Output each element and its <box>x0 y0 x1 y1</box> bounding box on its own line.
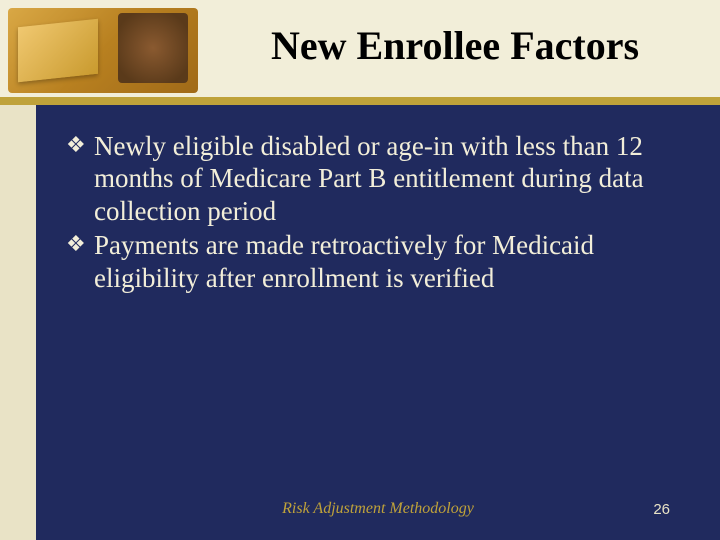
bullet-text: Newly eligible disabled or age-in with l… <box>94 130 686 227</box>
bullet-item: ❖ Newly eligible disabled or age-in with… <box>66 130 686 227</box>
diamond-icon: ❖ <box>66 130 94 158</box>
footer-text: Risk Adjustment Methodology <box>36 500 720 518</box>
page-number: 26 <box>653 501 670 518</box>
logo-graphic-left <box>18 19 98 82</box>
accent-bar <box>0 97 720 105</box>
diamond-icon: ❖ <box>66 229 94 257</box>
left-sidebar <box>0 105 36 540</box>
slide-title: New Enrollee Factors <box>210 22 700 69</box>
bullet-item: ❖ Payments are made retroactively for Me… <box>66 229 686 294</box>
slide: New Enrollee Factors ❖ Newly eligible di… <box>0 0 720 540</box>
bullet-text: Payments are made retroactively for Medi… <box>94 229 686 294</box>
main-content-area: ❖ Newly eligible disabled or age-in with… <box>36 105 720 540</box>
logo-image <box>8 8 198 93</box>
logo-graphic-right <box>118 13 188 83</box>
bullet-list: ❖ Newly eligible disabled or age-in with… <box>66 130 686 296</box>
